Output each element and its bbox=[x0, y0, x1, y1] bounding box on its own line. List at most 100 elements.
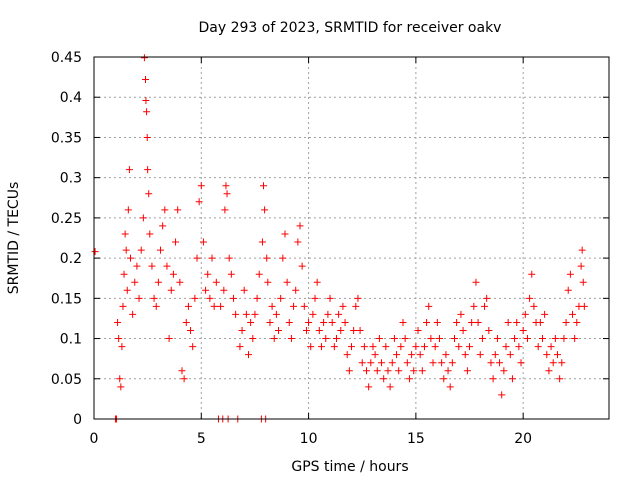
data-point bbox=[523, 335, 531, 343]
data-point bbox=[123, 286, 131, 294]
data-point bbox=[133, 262, 141, 270]
data-point bbox=[117, 383, 125, 391]
x-tick-label: 10 bbox=[300, 431, 318, 447]
data-point bbox=[332, 335, 340, 343]
data-point bbox=[165, 335, 173, 343]
data-point bbox=[517, 359, 525, 367]
data-point bbox=[145, 190, 153, 198]
data-point bbox=[191, 294, 199, 302]
data-point bbox=[373, 367, 381, 375]
data-point bbox=[189, 343, 197, 351]
data-point bbox=[410, 367, 418, 375]
data-point bbox=[500, 367, 508, 375]
data-point bbox=[266, 318, 274, 326]
data-point bbox=[493, 335, 501, 343]
data-point bbox=[217, 302, 225, 310]
data-point bbox=[206, 294, 214, 302]
y-tick-label: 0.05 bbox=[51, 372, 82, 388]
data-point bbox=[169, 270, 177, 278]
data-point bbox=[538, 335, 546, 343]
data-point bbox=[311, 294, 319, 302]
data-point bbox=[294, 238, 302, 246]
data-point bbox=[556, 375, 564, 383]
data-point bbox=[350, 327, 358, 335]
data-point bbox=[472, 278, 480, 286]
data-point bbox=[144, 166, 152, 174]
y-tick-label: 0.3 bbox=[60, 171, 82, 187]
data-point bbox=[513, 318, 521, 326]
data-point bbox=[496, 359, 504, 367]
data-point bbox=[199, 238, 207, 246]
data-point bbox=[487, 359, 495, 367]
data-point bbox=[320, 318, 328, 326]
data-point bbox=[554, 351, 561, 359]
data-point bbox=[348, 343, 355, 351]
data-point bbox=[578, 246, 586, 254]
data-point bbox=[435, 335, 443, 343]
data-point bbox=[388, 359, 396, 367]
data-point bbox=[146, 230, 154, 238]
data-point bbox=[281, 230, 289, 238]
data-point bbox=[433, 318, 441, 326]
data-point bbox=[328, 318, 336, 326]
data-point bbox=[143, 133, 151, 141]
data-point bbox=[324, 310, 332, 318]
data-point bbox=[126, 254, 134, 262]
data-point bbox=[558, 359, 566, 367]
data-point bbox=[263, 254, 271, 262]
data-point bbox=[187, 327, 195, 335]
data-point bbox=[212, 278, 220, 286]
data-point bbox=[401, 335, 409, 343]
data-point bbox=[283, 278, 291, 286]
data-point bbox=[519, 327, 527, 335]
data-point bbox=[135, 294, 143, 302]
data-point bbox=[236, 343, 244, 351]
data-point bbox=[455, 343, 463, 351]
x-tick-label: 0 bbox=[90, 431, 99, 447]
data-point bbox=[238, 327, 246, 335]
data-point bbox=[223, 190, 231, 198]
data-point bbox=[296, 222, 304, 230]
y-tick-label: 0.35 bbox=[51, 130, 82, 146]
data-point bbox=[261, 206, 269, 214]
data-point bbox=[129, 310, 137, 318]
data-point bbox=[326, 294, 334, 302]
data-point bbox=[159, 222, 167, 230]
data-point bbox=[255, 270, 263, 278]
data-point bbox=[541, 310, 549, 318]
data-point bbox=[365, 383, 373, 391]
data-point bbox=[508, 375, 516, 383]
data-point bbox=[354, 294, 362, 302]
data-point bbox=[202, 286, 210, 294]
data-point bbox=[307, 343, 315, 351]
data-point bbox=[330, 343, 338, 351]
x-tick-label: 15 bbox=[407, 431, 425, 447]
data-point bbox=[184, 302, 192, 310]
data-point bbox=[481, 302, 489, 310]
data-point bbox=[476, 351, 484, 359]
data-point bbox=[528, 270, 536, 278]
tick-labels: 0 5 10 15 20 0 0.05 0.1 0.15 0.2 0.25 0.3 0.35 0.4 0.4… bbox=[51, 50, 532, 447]
data-point bbox=[163, 262, 171, 270]
data-point bbox=[457, 310, 465, 318]
data-point bbox=[408, 351, 416, 359]
data-point bbox=[489, 375, 497, 383]
data-point bbox=[416, 351, 424, 359]
data-point bbox=[352, 302, 360, 310]
data-point bbox=[560, 335, 568, 343]
data-point bbox=[526, 294, 534, 302]
data-point bbox=[315, 327, 323, 335]
data-point bbox=[378, 359, 386, 367]
data-point bbox=[142, 76, 149, 84]
data-point bbox=[208, 254, 216, 262]
data-point bbox=[193, 254, 201, 262]
data-points bbox=[91, 54, 588, 423]
data-point bbox=[339, 302, 347, 310]
data-point bbox=[360, 343, 368, 351]
data-point bbox=[270, 335, 278, 343]
data-point bbox=[551, 335, 559, 343]
data-point bbox=[474, 318, 482, 326]
data-point bbox=[446, 383, 454, 391]
data-point bbox=[335, 310, 343, 318]
data-point bbox=[251, 310, 259, 318]
